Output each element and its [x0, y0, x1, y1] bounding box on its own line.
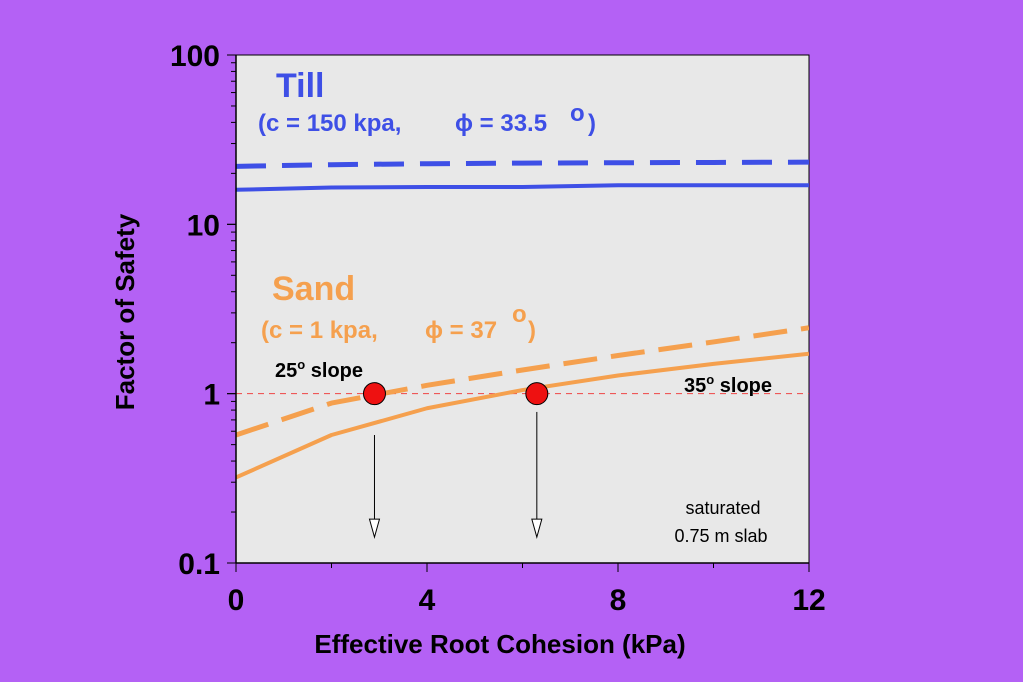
till-phi: ϕ = 33.5 — [455, 110, 547, 137]
y-tick-label: 10 — [187, 209, 220, 242]
threshold-marker — [362, 382, 386, 406]
sand-degree: o — [512, 301, 527, 328]
sand-phi: ϕ = 37 — [425, 317, 497, 344]
y-tick-label: 0.1 — [178, 548, 220, 581]
x-tick-label: 0 — [228, 584, 245, 617]
sand-solid-line — [236, 351, 809, 480]
till-dashed-line — [236, 159, 809, 169]
till-params: (c = 150 kpa, — [258, 110, 401, 137]
x-tick-label: 4 — [419, 584, 436, 617]
threshold-marker — [525, 382, 549, 406]
sand-dashed-line — [236, 325, 809, 438]
till-solid-line — [236, 183, 809, 192]
y-tick-label: 1 — [203, 379, 220, 412]
y-axis-title: Factor of Safety — [110, 213, 140, 410]
sand-close: ) — [528, 317, 536, 344]
note-slab: 0.75 m slab — [674, 526, 767, 546]
till-title: Till — [276, 67, 325, 105]
x-tick-label: 12 — [792, 584, 825, 617]
slope-label-25: 25o slope — [275, 357, 363, 382]
note-saturated: saturated — [685, 498, 760, 518]
till-close: ) — [588, 110, 596, 137]
y-tick-label: 100 — [170, 40, 220, 73]
slope-label-35: 35o slope — [684, 372, 772, 397]
arrow-head — [531, 518, 543, 540]
x-axis-title: Effective Root Cohesion (kPa) — [314, 629, 685, 659]
x-tick-label: 8 — [610, 584, 627, 617]
arrow-head — [368, 518, 381, 540]
sand-title: Sand — [272, 270, 355, 308]
plot-area — [235, 54, 810, 564]
sand-params: (c = 1 kpa, — [261, 317, 378, 344]
till-degree: o — [570, 100, 585, 127]
